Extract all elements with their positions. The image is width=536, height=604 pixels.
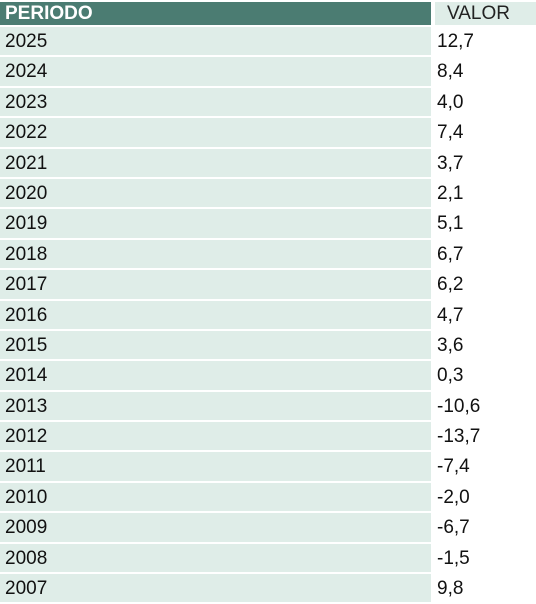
cell-valor: 5,1 bbox=[435, 209, 536, 238]
cell-periodo: 2020 bbox=[0, 178, 431, 208]
cell-valor: 6,7 bbox=[435, 239, 536, 269]
table-row[interactable]: 2022 7,4 bbox=[0, 118, 536, 148]
cell-valor: -13,7 bbox=[435, 422, 536, 451]
cell-periodo: 2010 bbox=[0, 482, 431, 512]
cell-valor: -7,4 bbox=[435, 452, 536, 481]
cell-periodo: 2023 bbox=[0, 87, 431, 117]
table-row[interactable]: 2025 12,7 bbox=[0, 27, 536, 57]
table-row[interactable]: 2009 -6,7 bbox=[0, 513, 536, 543]
table-row[interactable]: 2012 -13,7 bbox=[0, 422, 536, 452]
table-row[interactable]: 2023 4,0 bbox=[0, 87, 536, 118]
cell-periodo: 2016 bbox=[0, 300, 431, 329]
cell-valor: -1,5 bbox=[435, 543, 536, 573]
table-row[interactable]: 2017 6,2 bbox=[0, 270, 536, 300]
cell-periodo: 2019 bbox=[0, 209, 431, 238]
cell-periodo: 2012 bbox=[0, 422, 431, 451]
cell-periodo: 2008 bbox=[0, 543, 431, 573]
column-header-valor[interactable]: VALOR bbox=[435, 2, 536, 25]
table-header: PERIODO VALOR bbox=[0, 0, 536, 25]
cell-periodo: 2015 bbox=[0, 330, 431, 360]
cell-valor: -10,6 bbox=[435, 391, 536, 421]
table-row[interactable]: 2007 9,8 bbox=[0, 574, 536, 604]
table-row[interactable]: 2018 6,7 bbox=[0, 239, 536, 270]
cell-valor: 4,0 bbox=[435, 87, 536, 117]
cell-valor: -6,7 bbox=[435, 513, 536, 542]
cell-valor: 3,7 bbox=[435, 148, 536, 177]
cell-valor: 9,8 bbox=[435, 574, 536, 603]
table-row[interactable]: 2024 8,4 bbox=[0, 57, 536, 87]
cell-periodo: 2018 bbox=[0, 239, 431, 269]
cell-periodo: 2009 bbox=[0, 513, 431, 542]
cell-valor: -2,0 bbox=[435, 482, 536, 512]
cell-periodo: 2025 bbox=[0, 27, 431, 56]
cell-valor: 0,3 bbox=[435, 361, 536, 390]
cell-periodo: 2014 bbox=[0, 361, 431, 390]
cell-valor: 3,6 bbox=[435, 330, 536, 360]
cell-periodo: 2017 bbox=[0, 270, 431, 299]
cell-periodo: 2024 bbox=[0, 57, 431, 86]
table-row[interactable]: 2013 -10,6 bbox=[0, 391, 536, 422]
cell-periodo: 2007 bbox=[0, 574, 431, 603]
cell-valor: 12,7 bbox=[435, 27, 536, 56]
table-row[interactable]: 2020 2,1 bbox=[0, 178, 536, 209]
cell-periodo: 2013 bbox=[0, 391, 431, 421]
cell-periodo: 2022 bbox=[0, 118, 431, 147]
table-row[interactable]: 2008 -1,5 bbox=[0, 543, 536, 574]
cell-valor: 6,2 bbox=[435, 270, 536, 299]
cell-valor: 8,4 bbox=[435, 57, 536, 86]
column-header-periodo[interactable]: PERIODO bbox=[0, 2, 431, 25]
table-row[interactable]: 2014 0,3 bbox=[0, 361, 536, 391]
table-body: 2025 12,7 2024 8,4 2023 4,0 2022 7,4 2021 3,7 2020… bbox=[0, 27, 536, 604]
table-row[interactable]: 2016 4,7 bbox=[0, 300, 536, 331]
cell-valor: 4,7 bbox=[435, 300, 536, 329]
table-row[interactable]: 2019 5,1 bbox=[0, 209, 536, 239]
cell-periodo: 2021 bbox=[0, 148, 431, 177]
cell-valor: 2,1 bbox=[435, 178, 536, 208]
table-row[interactable]: 2021 3,7 bbox=[0, 148, 536, 179]
table-row[interactable]: 2011 -7,4 bbox=[0, 452, 536, 482]
table-row[interactable]: 2010 -2,0 bbox=[0, 482, 536, 513]
cell-valor: 7,4 bbox=[435, 118, 536, 147]
cell-periodo: 2011 bbox=[0, 452, 431, 481]
table-row[interactable]: 2015 3,6 bbox=[0, 330, 536, 361]
